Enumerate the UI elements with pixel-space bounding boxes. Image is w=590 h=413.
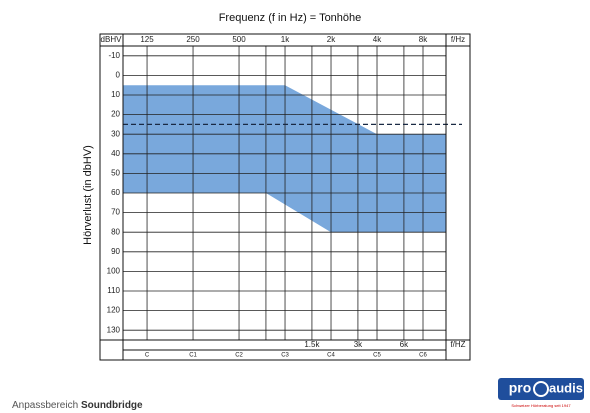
footer: Anpassbereich Soundbridge bbox=[12, 400, 143, 411]
x-tick-label: 4k bbox=[373, 35, 382, 44]
logo-box bbox=[498, 378, 584, 400]
x-tick-label: 500 bbox=[232, 35, 246, 44]
y-tick-label: 10 bbox=[111, 90, 120, 99]
x-tick-label: 8k bbox=[419, 35, 428, 44]
y-tick-label: 80 bbox=[111, 227, 120, 236]
y-tick-label: -10 bbox=[108, 51, 120, 60]
footer-label: Anpassbereich bbox=[12, 400, 78, 411]
fitting-band bbox=[123, 85, 446, 233]
frame bbox=[99, 33, 471, 361]
logo: pro audis Schweizer Hörberatung seit 194… bbox=[498, 378, 584, 408]
y-tick-label: 30 bbox=[111, 129, 120, 138]
chart-title: Frequenz (f in Hz) = Tonhöhe bbox=[219, 12, 362, 24]
y-axis-label: Hörverlust (in dbHV) bbox=[82, 145, 94, 245]
y-tick-label: 120 bbox=[107, 306, 121, 315]
x-tick-label: 2k bbox=[327, 35, 336, 44]
y-tick-label: 110 bbox=[107, 286, 120, 295]
y-tick-label: 60 bbox=[111, 188, 120, 197]
y-tick-label: 90 bbox=[111, 247, 120, 256]
note-label: C1 bbox=[189, 353, 197, 359]
note-label: C3 bbox=[281, 353, 289, 359]
y-unit-label: dBHV bbox=[101, 35, 123, 44]
logo-text: pro bbox=[509, 380, 532, 396]
note-label: C bbox=[145, 353, 150, 359]
footer-product: Soundbridge bbox=[81, 400, 143, 411]
y-tick-label: 20 bbox=[111, 110, 120, 119]
x-unit-label: f/Hz bbox=[451, 35, 465, 44]
note-label: C6 bbox=[419, 353, 427, 359]
x-tick-label: 1k bbox=[281, 35, 290, 44]
x-tick-label: 3k bbox=[354, 340, 363, 349]
x-tick-label: 125 bbox=[140, 35, 154, 44]
note-label: C4 bbox=[327, 353, 335, 359]
logo-text: audis bbox=[549, 380, 583, 395]
y-tick-label: 0 bbox=[116, 71, 121, 80]
y-tick-label: 100 bbox=[107, 267, 121, 276]
x-tick-label: 250 bbox=[186, 35, 200, 44]
y-tick-label: 40 bbox=[111, 149, 120, 158]
y-tick-label: 50 bbox=[111, 169, 120, 178]
y-tick-label: 130 bbox=[107, 325, 121, 334]
x-tick-label: 1.5k bbox=[304, 340, 320, 349]
y-tick-label: 70 bbox=[111, 208, 120, 217]
note-label: C5 bbox=[373, 353, 381, 359]
x-tick-label: 6k bbox=[400, 340, 409, 349]
note-label: C2 bbox=[235, 353, 243, 359]
x-unit-label: f/HZ bbox=[450, 340, 465, 349]
logo-icon bbox=[533, 381, 549, 397]
logo-tagline: Schweizer Hörberatung seit 1947 bbox=[511, 403, 571, 408]
